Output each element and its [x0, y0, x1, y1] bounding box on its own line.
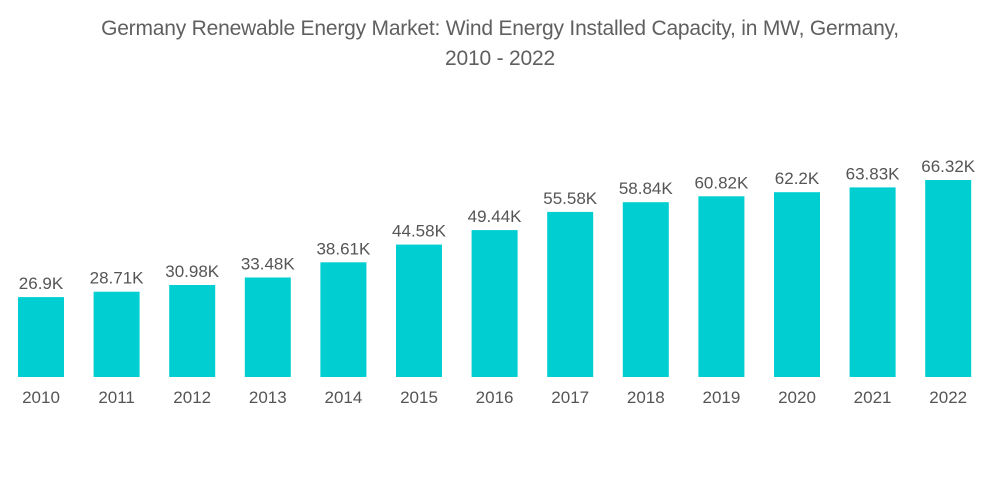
bar-2016 — [471, 230, 518, 377]
data-label-2012: 30.98K — [165, 262, 220, 281]
data-label-2015: 44.58K — [392, 222, 447, 241]
chart-title: Germany Renewable Energy Market: Wind En… — [0, 14, 1000, 74]
chart-title-line-1: Germany Renewable Energy Market: Wind En… — [101, 17, 899, 40]
bar-2010 — [18, 297, 64, 377]
bar-2017 — [547, 211, 594, 377]
bar-2015 — [396, 244, 442, 377]
x-tick-label-2022: 2022 — [929, 388, 967, 407]
data-label-2019: 60.82K — [694, 173, 749, 192]
bar-2021 — [849, 187, 896, 377]
data-label-2010: 26.9K — [19, 274, 64, 293]
bar-2019 — [698, 196, 745, 377]
x-tick-label-2010: 2010 — [22, 388, 60, 407]
data-label-2017: 55.58K — [543, 189, 598, 208]
data-label-2018: 58.84K — [619, 179, 674, 198]
data-label-2021: 63.83K — [846, 164, 901, 183]
x-tick-label-2019: 2019 — [702, 388, 740, 407]
x-tick-label-2014: 2014 — [324, 388, 362, 407]
bar-2014 — [320, 262, 367, 377]
data-label-2011: 28.71K — [90, 269, 145, 288]
bar-2013 — [244, 277, 291, 377]
data-label-2022: 66.32K — [921, 157, 976, 176]
x-tick-label-2020: 2020 — [778, 388, 816, 407]
x-tick-label-2016: 2016 — [476, 388, 514, 407]
x-tick-label-2012: 2012 — [173, 388, 211, 407]
x-tick-label-2013: 2013 — [249, 388, 287, 407]
chart-title-line-2: 2010 - 2022 — [445, 47, 555, 70]
x-tick-label-2021: 2021 — [854, 388, 892, 407]
bar-2018 — [622, 202, 669, 377]
data-label-2016: 49.44K — [468, 207, 523, 226]
data-label-2013: 33.48K — [241, 255, 296, 274]
bar-2011 — [93, 291, 140, 377]
x-tick-label-2015: 2015 — [400, 388, 438, 407]
data-label-2020: 62.2K — [775, 169, 820, 188]
x-tick-label-2018: 2018 — [627, 388, 665, 407]
bar-2020 — [774, 192, 820, 377]
x-tick-label-2017: 2017 — [551, 388, 589, 407]
data-label-2014: 38.61K — [316, 239, 371, 258]
bar-2012 — [169, 285, 216, 377]
bar-2022 — [925, 180, 972, 377]
x-tick-label-2011: 2011 — [98, 388, 135, 407]
